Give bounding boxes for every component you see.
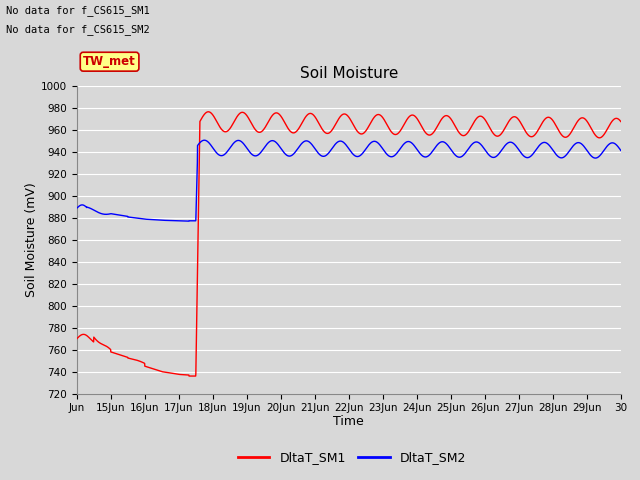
Y-axis label: Soil Moisture (mV): Soil Moisture (mV) xyxy=(25,182,38,298)
X-axis label: Time: Time xyxy=(333,415,364,428)
Text: No data for f_CS615_SM2: No data for f_CS615_SM2 xyxy=(6,24,150,35)
Text: No data for f_CS615_SM1: No data for f_CS615_SM1 xyxy=(6,5,150,16)
Legend: DltaT_SM1, DltaT_SM2: DltaT_SM1, DltaT_SM2 xyxy=(233,446,471,469)
Text: TW_met: TW_met xyxy=(83,55,136,68)
Title: Soil Moisture: Soil Moisture xyxy=(300,66,398,81)
